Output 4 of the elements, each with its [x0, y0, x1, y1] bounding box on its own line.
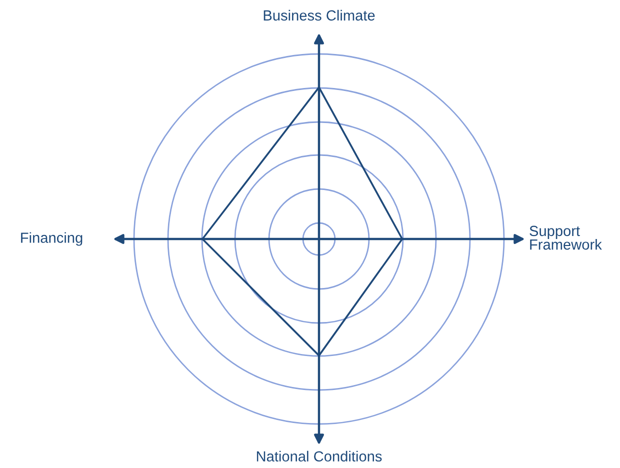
spoke-label: Support Framework [530, 226, 602, 250]
spoke-label: Financing [21, 232, 82, 246]
spoke-label: Business Climate [264, 10, 375, 21]
spoke-label: National Conditions [256, 450, 382, 462]
